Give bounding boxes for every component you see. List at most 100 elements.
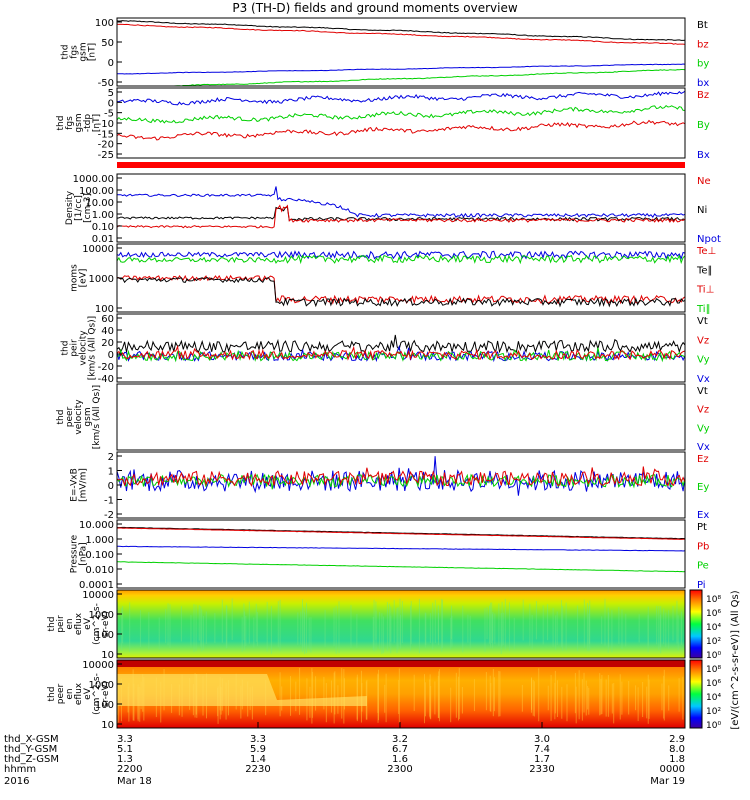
legend-bz: Bz [697, 90, 709, 101]
footer-value: 1.4 [250, 754, 266, 765]
footer-date-end: Mar 19 [650, 776, 685, 787]
panel-pressure: 10.000 1.000 0.100 0.010 0.0001 Pressure [nPa]… [70, 519, 709, 591]
y-label-line: [eV] [79, 269, 89, 288]
y-axis-label: thd peir velocity [km/s (All Qs)] [61, 316, 98, 380]
colorbar-tick-label: 10⁶ [706, 609, 721, 619]
y-label-line: eflux [74, 682, 84, 705]
footer-value: 8.0 [669, 744, 685, 755]
y-tick-label: -20 [98, 362, 114, 373]
footer-value: 1.3 [117, 754, 133, 765]
y-label-line: sr-eV) [101, 611, 111, 637]
y-axis-label: thd peir en eflux eV (cm^2-s-sr-eV) [47, 603, 111, 645]
panel-frame [116, 87, 686, 159]
y-label-line: moms [70, 264, 80, 292]
y-label-line: (cm^2-s- [92, 673, 102, 715]
series-ti- [116, 274, 686, 305]
spectrogram-fill [117, 590, 685, 658]
legend-by: by [697, 59, 709, 70]
footer-value: 3.3 [117, 734, 133, 745]
colorbar-tick-label: 10² [706, 707, 721, 717]
y-tick-label: 2 [108, 452, 114, 463]
series-te-blue- [116, 250, 686, 260]
y-label-line: fgs [65, 116, 75, 130]
y-label-line: thd [47, 687, 57, 702]
y-tick-label: 40 [101, 326, 114, 337]
legend-bz: bz [697, 39, 709, 50]
colorbar-tick-label: 10⁰ [706, 721, 721, 731]
series-pe [116, 561, 686, 573]
y-tick-label: 10.00 [85, 198, 114, 209]
y-label-line: thd [61, 341, 71, 356]
colorbar-label: [eV/(cm^2-s-sr-eV)] (All Qs) [730, 590, 741, 729]
legend-vx: Vx [697, 442, 710, 453]
legend-te-: Te⊥ [696, 246, 716, 257]
panel-frame [116, 383, 686, 451]
y-label-line: thd [61, 45, 71, 60]
y-axis-label: thd fgs gsm [nT] [61, 42, 98, 61]
y-tick-label: 100 [95, 700, 114, 711]
y-label-line: gsm [83, 407, 93, 426]
legend-by: By [697, 120, 710, 131]
y-label-line: [nT] [92, 114, 102, 132]
series-bz [116, 23, 686, 45]
y-label-line: eV [83, 687, 93, 700]
y-label-line: E=-VxB [70, 468, 80, 502]
series-by [116, 105, 685, 124]
series-bz [117, 90, 686, 106]
series-npot [117, 186, 686, 218]
y-label-line: -tdp [83, 114, 93, 132]
y-label-line: [nPa] [79, 542, 89, 565]
y-tick-label: 1000.00 [73, 174, 114, 185]
y-tick-label: -20 [98, 140, 114, 151]
legend-ne: Ne [697, 176, 711, 187]
legend-te-: Te∥ [696, 265, 713, 276]
y-tick-label: 50 [101, 38, 114, 49]
y-axis-label: E=-VxB [mV/m] [70, 468, 89, 502]
y-label-line: peer [56, 683, 66, 704]
colorbar-scale [689, 589, 703, 659]
footer-value: 1.8 [669, 754, 685, 765]
panel-frame [116, 313, 686, 383]
y-tick-label: -2 [104, 510, 114, 521]
colorbar-label-text: [eV/(cm^2-s-sr-eV)] (All Qs) [730, 590, 741, 729]
legend-vx: Vx [697, 374, 710, 385]
y-tick-label: 0.100 [85, 550, 114, 561]
y-label-line: eflux [74, 612, 84, 635]
y-label-line: [cm-3] [83, 193, 93, 223]
y-label-line: [nT] [88, 43, 98, 61]
footer-value: 2330 [529, 764, 554, 775]
legend-pt: Pt [697, 522, 707, 533]
y-tick-label: -5 [104, 109, 114, 120]
y-tick-label: 10000 [82, 590, 114, 601]
y-axis-label: moms [eV] [70, 264, 89, 292]
y-tick-label: 1000 [89, 274, 114, 285]
y-tick-label: -10 [98, 119, 114, 130]
colorbar-scale [689, 659, 703, 729]
legend-pb: Pb [697, 541, 709, 552]
legend-vz: Vz [697, 335, 709, 346]
y-tick-label: 10000 [82, 244, 114, 255]
y-label-line: thd [56, 116, 66, 131]
y-tick-label: 1.00 [92, 210, 114, 221]
panel-efield: 2 1 0 -1 -2 E=-VxB [mV/m] Ez Ey Ex [70, 451, 709, 521]
y-label-line: thd [47, 617, 57, 632]
legend-bx: bx [697, 78, 709, 89]
y-label-line: velocity [74, 399, 84, 435]
y-tick-label: 20 [101, 338, 114, 349]
footer-row-label: hhmm [4, 764, 36, 775]
legend-ez: Ez [697, 454, 709, 465]
colorbar-tick-label: 10⁶ [706, 679, 721, 689]
panel-frame [116, 173, 686, 243]
y-tick-label: -15 [98, 129, 114, 140]
panel-frame [116, 17, 686, 87]
y-label-line: thd [56, 410, 66, 425]
y-label-line: sr-eV) [101, 681, 111, 707]
series-ni [116, 206, 686, 222]
y-tick-label: 0 [108, 98, 114, 109]
legend-vz: Vz [697, 405, 709, 416]
y-tick-label: 0 [108, 350, 114, 361]
colorbar-tick-label: 10⁴ [706, 693, 721, 703]
series-te- [116, 276, 686, 308]
series-vz [116, 344, 686, 361]
